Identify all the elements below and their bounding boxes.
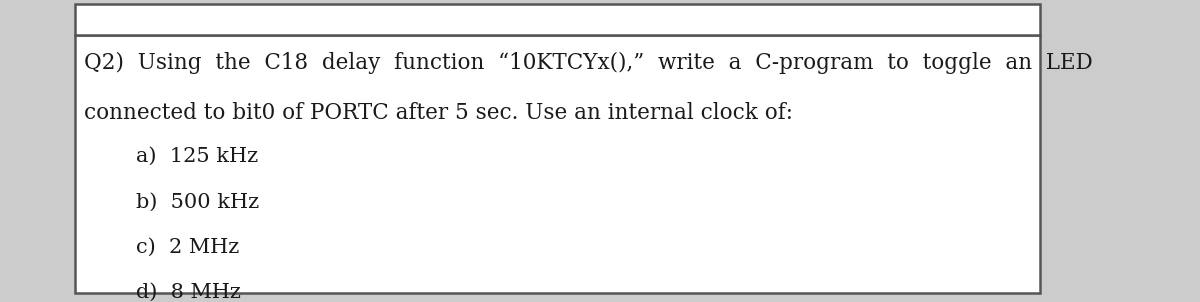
Text: connected to bit0 of PORTC after 5 sec. Use an internal clock of:: connected to bit0 of PORTC after 5 sec. … (84, 101, 793, 124)
FancyBboxPatch shape (76, 5, 1039, 35)
Text: b)  500 kHz: b) 500 kHz (136, 192, 259, 211)
Text: d)  8 MHz: d) 8 MHz (136, 283, 241, 302)
Text: a)  125 kHz: a) 125 kHz (136, 147, 258, 166)
Text: c)  2 MHz: c) 2 MHz (136, 238, 239, 257)
Text: Q2)  Using  the  C18  delay  function  “10KTCYx(),”  write  a  C-program  to  to: Q2) Using the C18 delay function “10KTCY… (84, 52, 1092, 74)
FancyBboxPatch shape (76, 35, 1039, 293)
